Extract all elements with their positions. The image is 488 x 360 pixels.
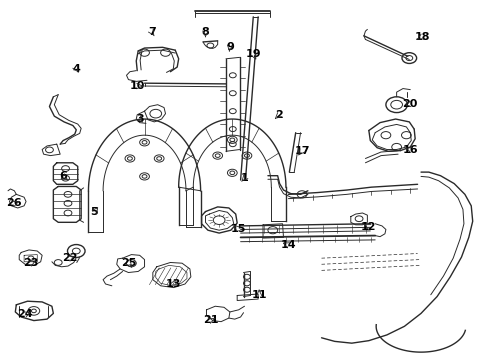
Text: 13: 13 — [166, 279, 181, 289]
Text: 1: 1 — [240, 173, 248, 183]
Text: 24: 24 — [17, 310, 33, 319]
Text: 22: 22 — [62, 253, 78, 263]
Text: 23: 23 — [23, 258, 39, 268]
Text: 19: 19 — [245, 49, 261, 59]
Text: 25: 25 — [121, 258, 136, 268]
Text: 3: 3 — [136, 114, 143, 124]
Text: 2: 2 — [274, 111, 282, 121]
Text: 10: 10 — [129, 81, 144, 91]
Text: 18: 18 — [414, 32, 429, 41]
Text: 5: 5 — [90, 207, 98, 217]
Text: 14: 14 — [280, 240, 296, 250]
Text: 8: 8 — [201, 27, 209, 37]
Text: 9: 9 — [225, 42, 233, 52]
Text: 17: 17 — [294, 145, 309, 156]
Text: 12: 12 — [360, 222, 376, 231]
Text: 15: 15 — [230, 225, 246, 234]
Text: 26: 26 — [6, 198, 22, 208]
Text: 16: 16 — [402, 144, 417, 154]
Text: 4: 4 — [72, 64, 80, 74]
Text: 7: 7 — [148, 27, 155, 37]
Text: 21: 21 — [203, 315, 219, 325]
Text: 11: 11 — [251, 290, 266, 300]
Text: 20: 20 — [402, 99, 417, 109]
Text: 6: 6 — [59, 171, 67, 181]
